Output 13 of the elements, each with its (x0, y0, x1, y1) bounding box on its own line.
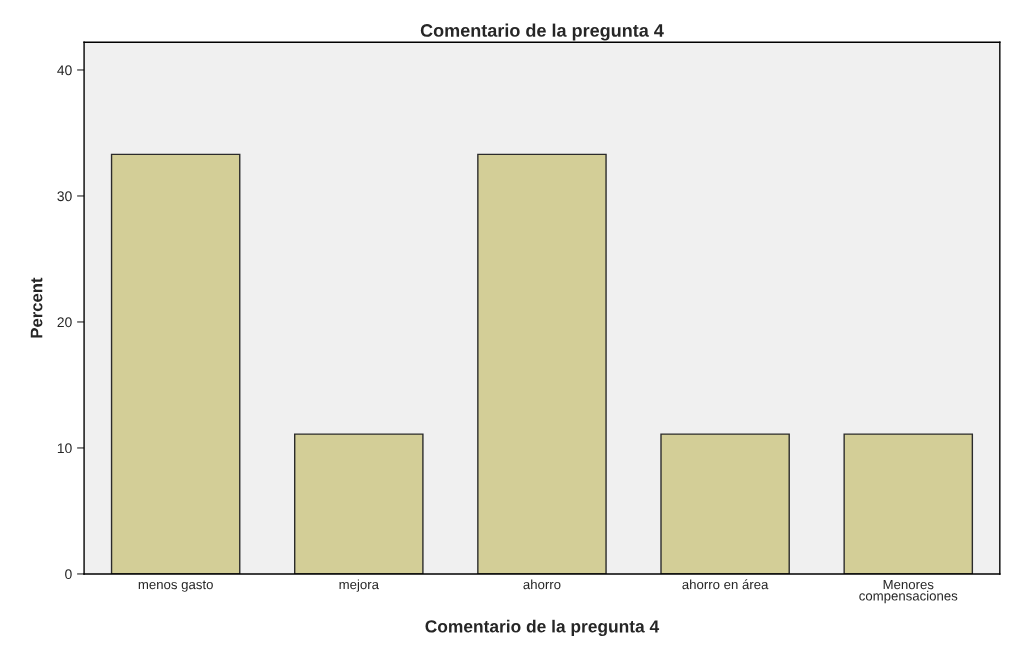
x-tick-label: ahorro en área (682, 579, 769, 590)
y-tick-label: 30 (57, 191, 72, 202)
x-axis-title: Comentario de la pregunta 4 (425, 619, 660, 637)
y-tick-label: 0 (65, 569, 72, 580)
y-tick-label: 10 (57, 443, 72, 454)
x-tick-label: menos gasto (138, 580, 213, 592)
x-tick-label: mejora (339, 579, 379, 592)
x-tick-label: Menores compensaciones (859, 579, 958, 604)
x-tick-label: ahorro (523, 579, 561, 590)
chart-title: Comentario de la pregunta 4 (420, 23, 664, 41)
y-axis-title: Percent (30, 277, 43, 338)
y-tick-label: 40 (57, 65, 72, 76)
y-tick-label: 20 (57, 317, 72, 328)
